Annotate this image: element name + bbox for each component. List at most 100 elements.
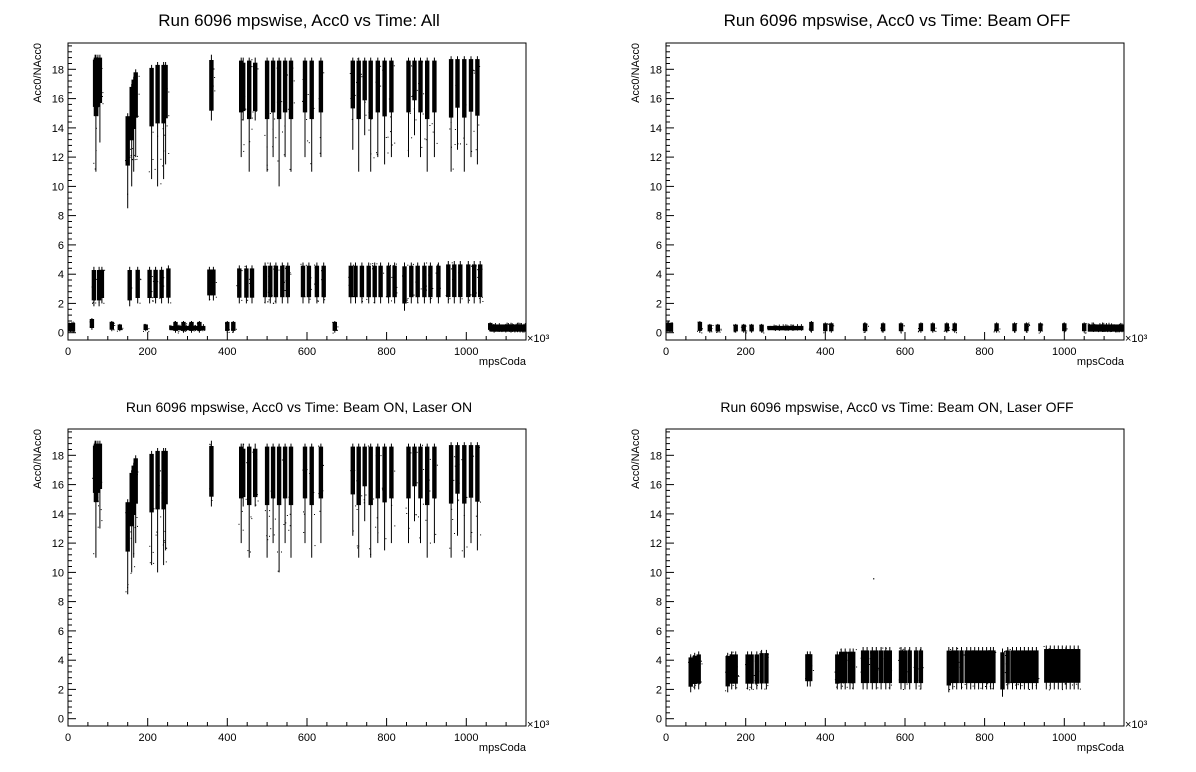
burst-dot (759, 670, 761, 672)
burst-dot (94, 451, 96, 452)
burst-dot (884, 329, 886, 331)
burst-dot (849, 679, 851, 680)
burst-dot (158, 485, 160, 487)
burst-dot (888, 687, 890, 689)
burst-dot (461, 550, 463, 552)
data-burst (189, 321, 196, 333)
burst-dot (749, 675, 751, 677)
burst-dot (865, 674, 867, 676)
y-tick-label: 6 (58, 240, 64, 252)
burst-dot (463, 515, 465, 516)
burst-dot (270, 490, 272, 492)
data-burst (362, 57, 367, 136)
burst-dot (755, 682, 757, 684)
burst-dot (285, 280, 287, 282)
y-tick-label: 14 (650, 509, 662, 521)
burst-dot (1048, 648, 1050, 650)
burst-dot (97, 526, 99, 528)
burst-dot (319, 510, 321, 512)
burst-dot (883, 324, 885, 326)
burst-dot (129, 293, 131, 295)
burst-dot (159, 297, 161, 299)
data-burst (375, 57, 382, 158)
burst-dot (377, 532, 379, 534)
x-axis-multiplier: ×10³ (527, 719, 550, 731)
burst-dot (149, 562, 151, 564)
data-burst (211, 266, 217, 301)
burst-dot (367, 280, 369, 282)
burst-dot (277, 160, 279, 162)
burst-dot (162, 91, 164, 93)
burst-dot (119, 329, 121, 331)
burst-dot (745, 325, 747, 327)
burst-dot (101, 286, 103, 288)
data-burst (302, 57, 309, 158)
burst-dot (881, 331, 883, 333)
burst-dot (700, 660, 702, 662)
burst-dot (148, 331, 150, 333)
burst-dot (999, 328, 1001, 330)
burst-dot (390, 116, 392, 118)
burst-dot (420, 524, 421, 526)
burst-dot (372, 293, 374, 295)
burst-dot (160, 183, 162, 185)
burst-dot (979, 676, 981, 678)
burst-dot (182, 330, 184, 332)
burst-dot (1054, 651, 1055, 653)
burst-dot (846, 686, 848, 688)
data-burst (288, 57, 295, 172)
burst-dot (414, 478, 416, 480)
burst-dot (463, 137, 465, 139)
burst-dot (102, 92, 104, 94)
burst-dot (872, 681, 874, 683)
burst-dot (213, 287, 215, 289)
data-burst (1043, 645, 1050, 690)
burst-dot (136, 158, 138, 160)
burst-dot (475, 292, 477, 294)
burst-dot (690, 656, 692, 658)
burst-dot (1029, 667, 1031, 669)
burst-dot (165, 561, 167, 563)
burst-dot (428, 287, 430, 289)
burst-dot (882, 329, 884, 331)
burst-dot (368, 112, 370, 114)
burst-dot (213, 293, 215, 295)
burst-dot (455, 268, 457, 269)
burst-dot (935, 330, 937, 332)
burst-dot (156, 103, 158, 105)
burst-dot (1067, 674, 1069, 676)
burst-dot (766, 680, 768, 682)
y-tick-label: 12 (650, 538, 662, 550)
burst-dot (110, 328, 112, 330)
y-tick-label: 6 (656, 626, 662, 638)
burst-dot (455, 274, 457, 276)
burst-dot (317, 300, 319, 302)
burst-dot (856, 666, 858, 668)
burst-dot (949, 689, 951, 690)
burst-dot (834, 671, 836, 673)
data-burst (461, 442, 468, 558)
burst-dot (989, 685, 991, 687)
burst-dot (241, 299, 243, 301)
burst-dot (1065, 655, 1067, 657)
burst-dot (1029, 689, 1030, 690)
burst-dot (433, 66, 435, 68)
burst-dot (138, 75, 140, 77)
burst-dot (406, 62, 408, 64)
burst-dot (395, 290, 396, 292)
data-burst (874, 647, 879, 690)
data-burst (754, 651, 759, 690)
burst-dot (257, 500, 259, 502)
burst-dot (117, 327, 119, 329)
burst-dot (899, 647, 901, 649)
y-tick-label: 10 (52, 567, 64, 579)
burst-dot (994, 330, 996, 332)
burst-dot (305, 264, 307, 266)
burst-dot (255, 110, 257, 112)
y-tick-label: 12 (52, 538, 64, 550)
burst-dot (232, 325, 234, 327)
burst-dot (805, 667, 807, 669)
burst-dot (919, 648, 921, 650)
burst-dot (413, 108, 415, 110)
burst-dot (470, 294, 472, 296)
